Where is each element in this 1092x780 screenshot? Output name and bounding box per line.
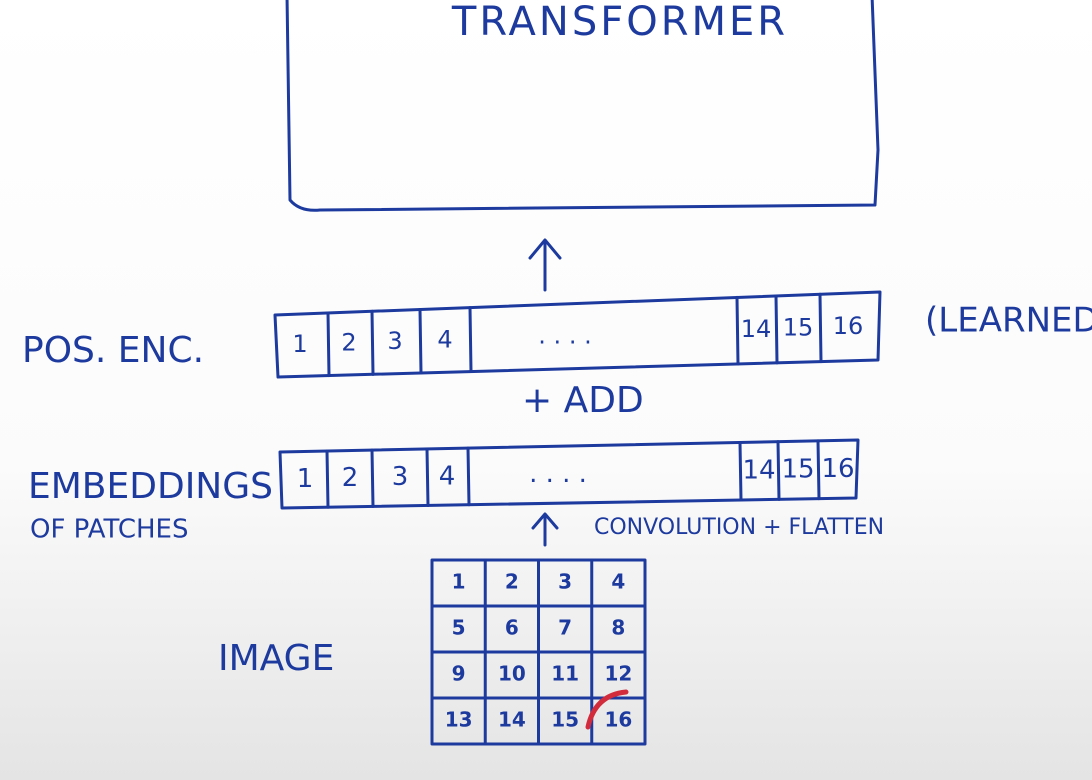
cell-divider: [818, 292, 823, 364]
embeddings-label: EMBEDDINGS: [28, 466, 273, 507]
red-mark: [585, 689, 629, 730]
grid-cell-label: 3: [558, 570, 572, 594]
cell-divider: [774, 294, 779, 365]
grid-cell-label: 14: [498, 708, 526, 732]
grid-cell-label: 2: [505, 570, 519, 594]
cell-divider: [425, 447, 430, 507]
grid-cell-label: 9: [452, 662, 466, 686]
cell-divider: [326, 311, 331, 378]
image-label: IMAGE: [218, 638, 334, 679]
cell-divider: [418, 307, 423, 375]
cell-label: 14: [741, 315, 772, 343]
cell-label: 4: [439, 461, 456, 491]
cell-divider: [370, 309, 375, 376]
cell-label: 2: [342, 463, 359, 493]
grid-cell-label: 7: [558, 616, 572, 640]
embeddings-bar: [278, 438, 860, 510]
cell-divider: [370, 448, 375, 508]
cell-label: . . . .: [538, 321, 591, 349]
cell-label: . . . .: [529, 459, 587, 489]
grid-cell-label: 13: [445, 708, 473, 732]
cell-divider: [466, 446, 471, 507]
grid-cell-label: 8: [611, 616, 625, 640]
grid-cell-label: 15: [551, 708, 579, 732]
transformer-box: [285, 0, 880, 212]
arrow: [528, 238, 562, 292]
cell-divider: [325, 449, 330, 509]
cell-label: 3: [392, 462, 409, 492]
grid-cell-label: 11: [551, 662, 579, 686]
pos-enc-bar: [273, 290, 882, 379]
transformer-label: TRANSFORMER: [451, 0, 788, 45]
cell-divider: [738, 440, 743, 502]
cell-label: 16: [833, 312, 864, 340]
cell-label: 3: [387, 327, 402, 355]
cell-label: 1: [297, 464, 314, 494]
cell-divider: [735, 295, 740, 366]
cell-divider: [468, 306, 473, 374]
cell-label: 15: [783, 314, 814, 342]
grid-cell-label: 1: [452, 570, 466, 594]
cell-label: 4: [437, 325, 452, 353]
grid-cell-label: 5: [452, 616, 466, 640]
cell-label: 2: [341, 329, 356, 357]
learned-note: (LEARNED,: [925, 301, 1092, 341]
grid-cell-label: 6: [505, 616, 519, 640]
cell-divider: [776, 440, 781, 501]
cell-label: 1: [292, 330, 307, 358]
cell-label: 14: [742, 455, 775, 485]
grid-cell-label: 12: [604, 662, 632, 686]
grid-cell-label: 4: [611, 570, 625, 594]
cell-label: 16: [821, 454, 854, 484]
add-label: + ADD: [522, 380, 644, 421]
pos-enc-label: POS. ENC.: [22, 330, 204, 371]
cell-label: 15: [781, 455, 814, 485]
arrow: [531, 512, 559, 547]
grid-cell-label: 10: [498, 662, 526, 686]
convolution-label: CONVOLUTION + FLATTEN: [594, 515, 884, 540]
grid-cell-label: 16: [604, 708, 632, 732]
embeddings-sublabel: OF PATCHES: [30, 515, 188, 545]
cell-divider: [816, 439, 821, 501]
